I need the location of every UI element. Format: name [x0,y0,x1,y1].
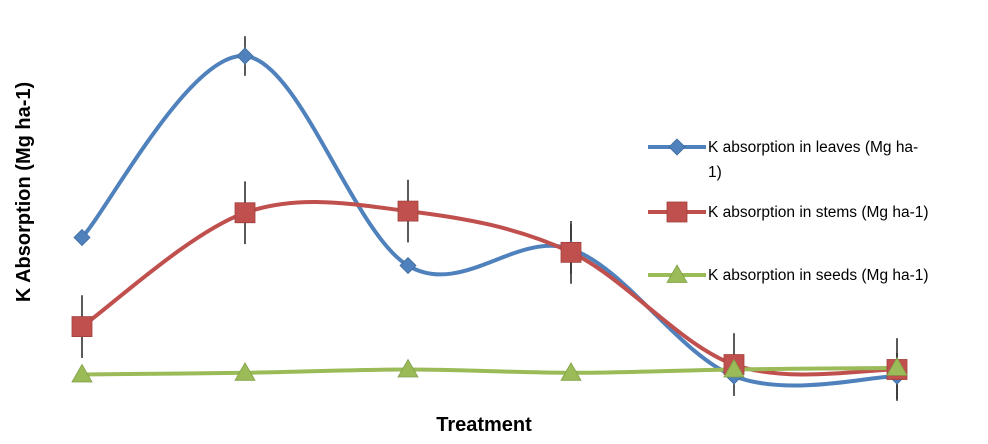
data-point-stems-2 [234,202,256,224]
y-axis-title: K Absorption (Mg ha-1) [13,82,35,302]
markers-layer [71,47,908,385]
data-point-seeds-6 [886,357,908,376]
legend: K absorption in leaves (Mg ha-1) K absorp… [648,138,929,284]
legend-marker-seeds [666,264,688,283]
data-point-leaves-3 [399,256,417,275]
series-line-seeds [80,365,899,377]
data-point-seeds-4 [560,361,582,381]
data-point-seeds-2 [234,361,256,381]
data-point-seeds-3 [397,358,419,378]
data-point-seeds-1 [71,363,93,383]
legend-label-stems: K absorption in stems (Mg ha-1) [708,204,929,221]
data-point-seeds-5 [723,358,745,378]
data-point-stems-1 [71,316,93,338]
legend-marker-leaves [668,138,686,156]
data-point-leaves-1 [73,228,91,247]
legend-label-seeds: K absorption in seeds (Mg ha-1) [708,267,929,284]
x-axis-title: Treatment [436,414,532,436]
legend-label-leaves: K absorption in leaves (Mg ha-1) [708,139,918,181]
series-line-stems [80,200,899,377]
legend-marker-stems [666,201,688,223]
data-point-stems-4 [560,241,582,263]
data-point-stems-3 [397,200,419,222]
data-point-leaves-2 [236,47,254,65]
